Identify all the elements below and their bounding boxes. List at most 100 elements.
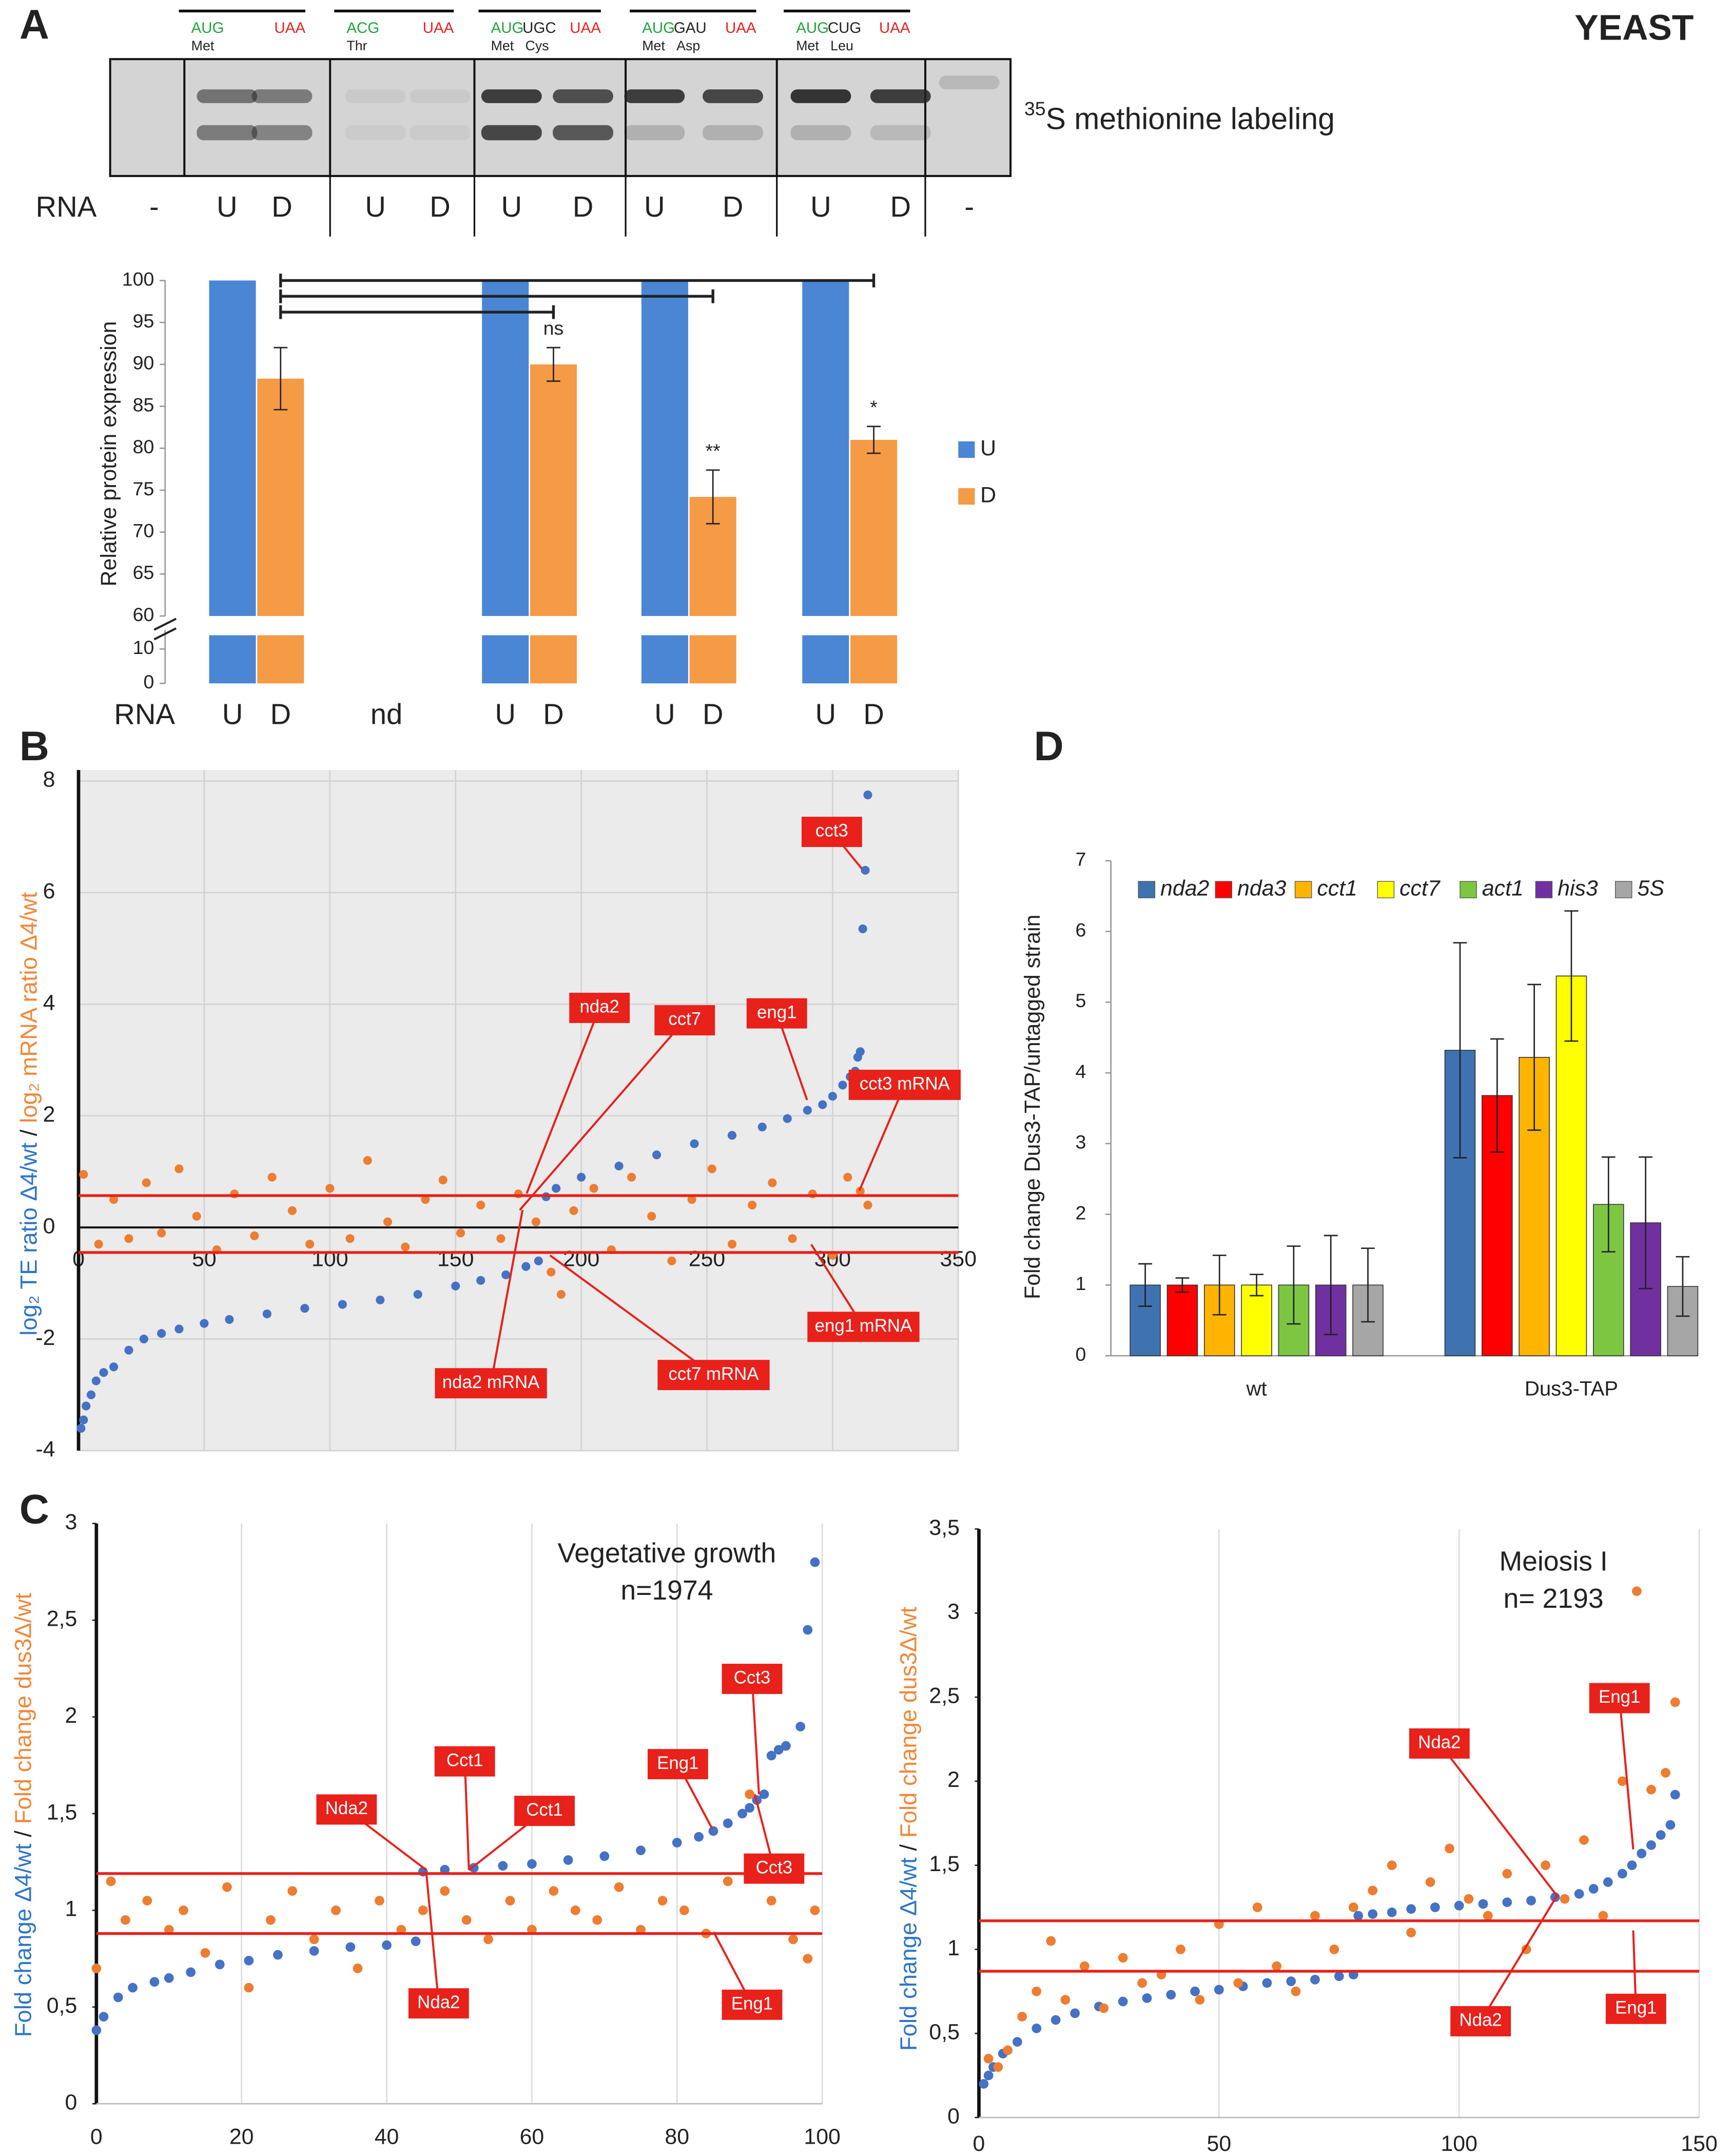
point — [309, 1934, 319, 1945]
lane-label: D — [723, 190, 744, 223]
point — [174, 1324, 184, 1334]
point — [592, 1915, 602, 1925]
point — [1012, 2037, 1022, 2047]
point — [1646, 1840, 1656, 1850]
point — [636, 1924, 646, 1935]
y-axis-title-part: log₂ mRNA ratio Δ4/wt — [15, 892, 42, 1123]
y-tick-label: 2 — [65, 1703, 77, 1728]
point — [768, 1178, 777, 1187]
y-axis-title-part: Fold change Δ4/wt — [10, 1843, 36, 2037]
point — [1661, 1768, 1670, 1778]
x-tick-label: D — [270, 698, 291, 730]
point — [1262, 1978, 1272, 1988]
legend-swatch — [1215, 881, 1233, 898]
point — [1502, 1897, 1512, 1908]
point — [748, 1201, 757, 1210]
point — [627, 1172, 636, 1182]
point — [1617, 1869, 1627, 1879]
label-text: S methionine labeling — [1046, 102, 1335, 136]
gel-band — [251, 89, 313, 103]
error-bar — [1324, 1235, 1338, 1336]
point — [1032, 2024, 1042, 2033]
point — [142, 1178, 151, 1187]
point — [338, 1300, 347, 1309]
callout-box — [514, 1796, 575, 1826]
gel-band — [553, 89, 613, 103]
point — [1445, 1843, 1454, 1854]
x-tick-label: 100 — [1441, 2131, 1477, 2156]
legend-label: nda3 — [1237, 876, 1286, 900]
start-codon: AUG — [191, 20, 224, 36]
bar-stub — [209, 635, 256, 684]
point — [1454, 1900, 1464, 1911]
bar — [1555, 975, 1587, 1356]
lane-label: D — [430, 190, 451, 223]
point — [1137, 1978, 1147, 1988]
y-tick-label: -4 — [35, 1437, 55, 1461]
point — [215, 1959, 225, 1970]
plot-annotation: n=1974 — [620, 1575, 713, 1606]
gel-band — [790, 89, 851, 103]
point — [1329, 1945, 1339, 1954]
point — [142, 1896, 152, 1905]
point — [861, 865, 870, 875]
error-bar — [1287, 1245, 1301, 1325]
lane-label: U — [217, 190, 238, 223]
y-tick-label: 1,5 — [929, 1852, 960, 1876]
error-bar — [1490, 1038, 1504, 1153]
significance-label: ** — [706, 440, 721, 461]
x-tick-label: 350 — [940, 1247, 977, 1272]
error-bar — [706, 469, 720, 525]
lane-label: U — [501, 190, 522, 223]
x-tick-label: 100 — [804, 2124, 840, 2149]
point — [803, 1106, 812, 1115]
axis-break — [153, 627, 177, 641]
bar-stub — [802, 635, 849, 684]
stop-codon: UAA — [274, 20, 305, 36]
point — [810, 1557, 820, 1567]
plot-annotation: n= 2193 — [1504, 1584, 1604, 1614]
point — [1118, 1996, 1128, 2007]
gel-band — [870, 125, 931, 141]
point — [200, 1948, 210, 1958]
point — [1310, 1911, 1320, 1921]
x-tick-label: 150 — [1681, 2131, 1717, 2156]
point — [1464, 1894, 1474, 1904]
x-tick-label: U — [815, 698, 837, 730]
point — [99, 2012, 109, 2022]
codon: UGC — [522, 20, 556, 36]
point — [1603, 1877, 1613, 1887]
callout-label: Cct1 — [446, 1750, 483, 1770]
point — [727, 1240, 737, 1249]
point — [1166, 1990, 1176, 2000]
error-bar — [547, 346, 560, 382]
callout-box — [1450, 2006, 1511, 2036]
callout-label: nda2 mRNA — [442, 1372, 540, 1392]
point — [325, 1184, 335, 1193]
point — [1070, 2008, 1080, 2018]
point — [179, 1905, 188, 1915]
point — [783, 1114, 792, 1123]
error-bar — [1138, 1263, 1152, 1307]
point — [192, 1211, 201, 1221]
point — [773, 1745, 784, 1755]
x-tick-label: nd — [371, 698, 403, 730]
point — [1574, 1889, 1584, 1899]
lane-label: D — [890, 190, 911, 223]
point — [1099, 2003, 1109, 2013]
point — [331, 1905, 341, 1915]
y-tick-label: 5 — [1076, 990, 1086, 1011]
error-bar — [1601, 1156, 1616, 1253]
start-codon: AUG — [796, 20, 829, 36]
y-tick-label: -2 — [35, 1325, 55, 1350]
point — [99, 1368, 108, 1377]
bar — [802, 280, 849, 616]
y-tick-label: 1,5 — [47, 1800, 77, 1824]
x-tick-label: 100 — [312, 1247, 348, 1272]
bar — [209, 280, 256, 616]
point — [1017, 2012, 1027, 2022]
x-tick-label: 200 — [563, 1247, 599, 1272]
x-tick-label: 150 — [437, 1247, 474, 1272]
bar-stub — [530, 635, 577, 684]
callout-label: cct7 — [668, 1009, 701, 1029]
